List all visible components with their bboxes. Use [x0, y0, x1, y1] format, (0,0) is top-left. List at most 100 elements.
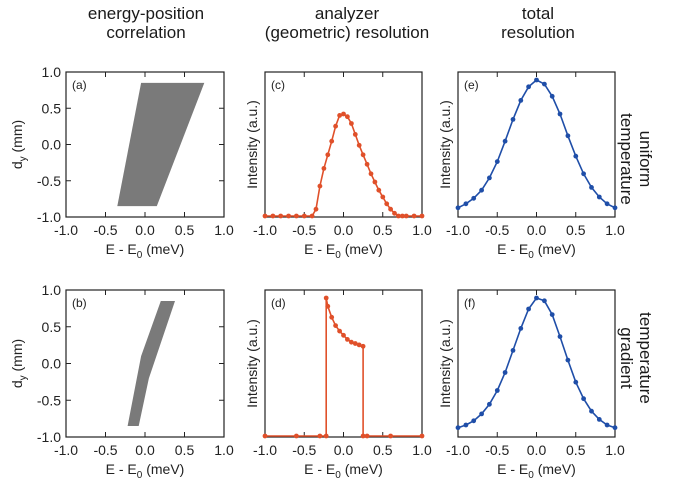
x-tick-label: -0.5: [292, 222, 316, 238]
x-tick-label: -1.0: [446, 442, 470, 458]
y-tick-label: -1.0: [37, 429, 61, 445]
data-point: [463, 201, 469, 207]
data-point: [356, 342, 362, 348]
data-point: [604, 422, 610, 428]
x-tick-label: -1.0: [253, 442, 277, 458]
series-line: [457, 297, 616, 429]
data-point: [518, 98, 524, 103]
data-point: [463, 422, 469, 428]
data-point: [510, 117, 516, 122]
y-axis-label: dy (mm): [9, 120, 29, 169]
panel-d: -1.0 -0.5 0.0 0.5 1.0 E - E0 (meV) Intensity (…: [244, 289, 432, 481]
data-point: [368, 171, 374, 177]
y-tick-label: 0.0: [42, 356, 62, 372]
data-point: [364, 433, 370, 439]
data-point: [487, 175, 492, 181]
x-tick-label: -0.5: [292, 442, 316, 458]
data-point: [479, 187, 484, 193]
data-point: [352, 132, 358, 137]
data-point: [294, 213, 299, 219]
data-point: [349, 121, 354, 126]
x-tick-label: -0.5: [485, 442, 509, 458]
data-point: [565, 133, 571, 139]
panel-label: (b): [72, 296, 87, 310]
data-point: [419, 213, 425, 219]
data-point: [388, 433, 393, 439]
data-point: [360, 343, 366, 349]
y-tick-label: -1.0: [37, 209, 61, 225]
data-point: [317, 183, 323, 189]
data-point: [502, 370, 508, 375]
x-tick-label: 1.0: [605, 222, 625, 238]
x-tick-label: -0.5: [485, 222, 509, 238]
data-point: [549, 93, 555, 99]
data-point: [604, 201, 610, 207]
x-tick-label: 0.5: [566, 222, 586, 238]
x-tick-label: 1.0: [214, 222, 234, 238]
data-point: [494, 159, 500, 165]
y-tick-label: 0.5: [42, 100, 62, 116]
data-point: [345, 337, 350, 342]
axes-frame: [457, 71, 616, 218]
data-point: [526, 306, 531, 312]
axes-frame: [264, 71, 423, 218]
data-point: [573, 379, 579, 385]
x-axis-label: E - E0 (meV): [497, 461, 576, 481]
data-point: [502, 138, 508, 144]
data-point: [557, 111, 563, 117]
y-axis-label: Intensity (a.u.): [437, 100, 453, 189]
panel-label: (e): [464, 78, 479, 92]
data-point: [323, 295, 329, 301]
panel-label: (a): [72, 78, 87, 92]
data-point: [376, 187, 382, 193]
data-point: [278, 213, 284, 219]
y-tick-label: -0.5: [37, 173, 61, 189]
data-point: [612, 425, 618, 431]
data-point: [321, 166, 327, 171]
data-point: [333, 323, 338, 328]
x-axis-label: E - E0 (meV): [106, 461, 185, 481]
x-tick-label: 1.0: [412, 442, 432, 458]
data-point: [400, 213, 405, 219]
y-tick-label: 1.0: [42, 282, 62, 298]
data-point: [325, 152, 331, 158]
data-point: [479, 411, 484, 417]
data-point: [396, 213, 401, 219]
data-point: [309, 213, 315, 219]
data-point: [333, 123, 338, 129]
data-point: [542, 298, 547, 304]
data-point: [510, 348, 516, 353]
axes-frame: [264, 289, 423, 438]
column-title-energy-position: energy-position correlation: [87, 4, 205, 42]
x-axis-label: E - E0 (meV): [106, 241, 185, 261]
data-point: [372, 179, 378, 185]
panel-label: (d): [271, 296, 286, 310]
x-tick-label: 0.5: [373, 442, 393, 458]
data-point: [325, 303, 331, 309]
x-tick-label: 0.5: [373, 222, 393, 238]
x-tick-label: 0.0: [334, 222, 354, 238]
data-point: [471, 195, 477, 201]
x-tick-label: -0.5: [93, 442, 117, 458]
data-point: [360, 433, 366, 439]
panel-e: -1.0 -0.5 0.0 0.5 1.0 E - E0 (meV) Intensity (…: [437, 71, 625, 261]
x-tick-label: -1.0: [446, 222, 470, 238]
data-point: [317, 433, 323, 439]
x-tick-label: -1.0: [54, 222, 78, 238]
data-point: [360, 152, 366, 158]
x-tick-label: 1.0: [412, 222, 432, 238]
x-axis-label: E - E0 (meV): [304, 461, 383, 481]
data-point: [596, 417, 602, 422]
x-tick-label: 0.5: [175, 222, 195, 238]
x-tick-label: 0.5: [175, 442, 195, 458]
y-axis-label: dy (mm): [9, 339, 29, 388]
data-point: [542, 81, 547, 87]
data-point: [419, 433, 425, 439]
data-point: [534, 295, 539, 301]
data-point: [388, 206, 393, 212]
data-point: [526, 84, 531, 90]
data-point: [612, 205, 618, 211]
data-point: [384, 201, 390, 207]
data-point: [455, 425, 461, 431]
data-point: [323, 433, 329, 439]
